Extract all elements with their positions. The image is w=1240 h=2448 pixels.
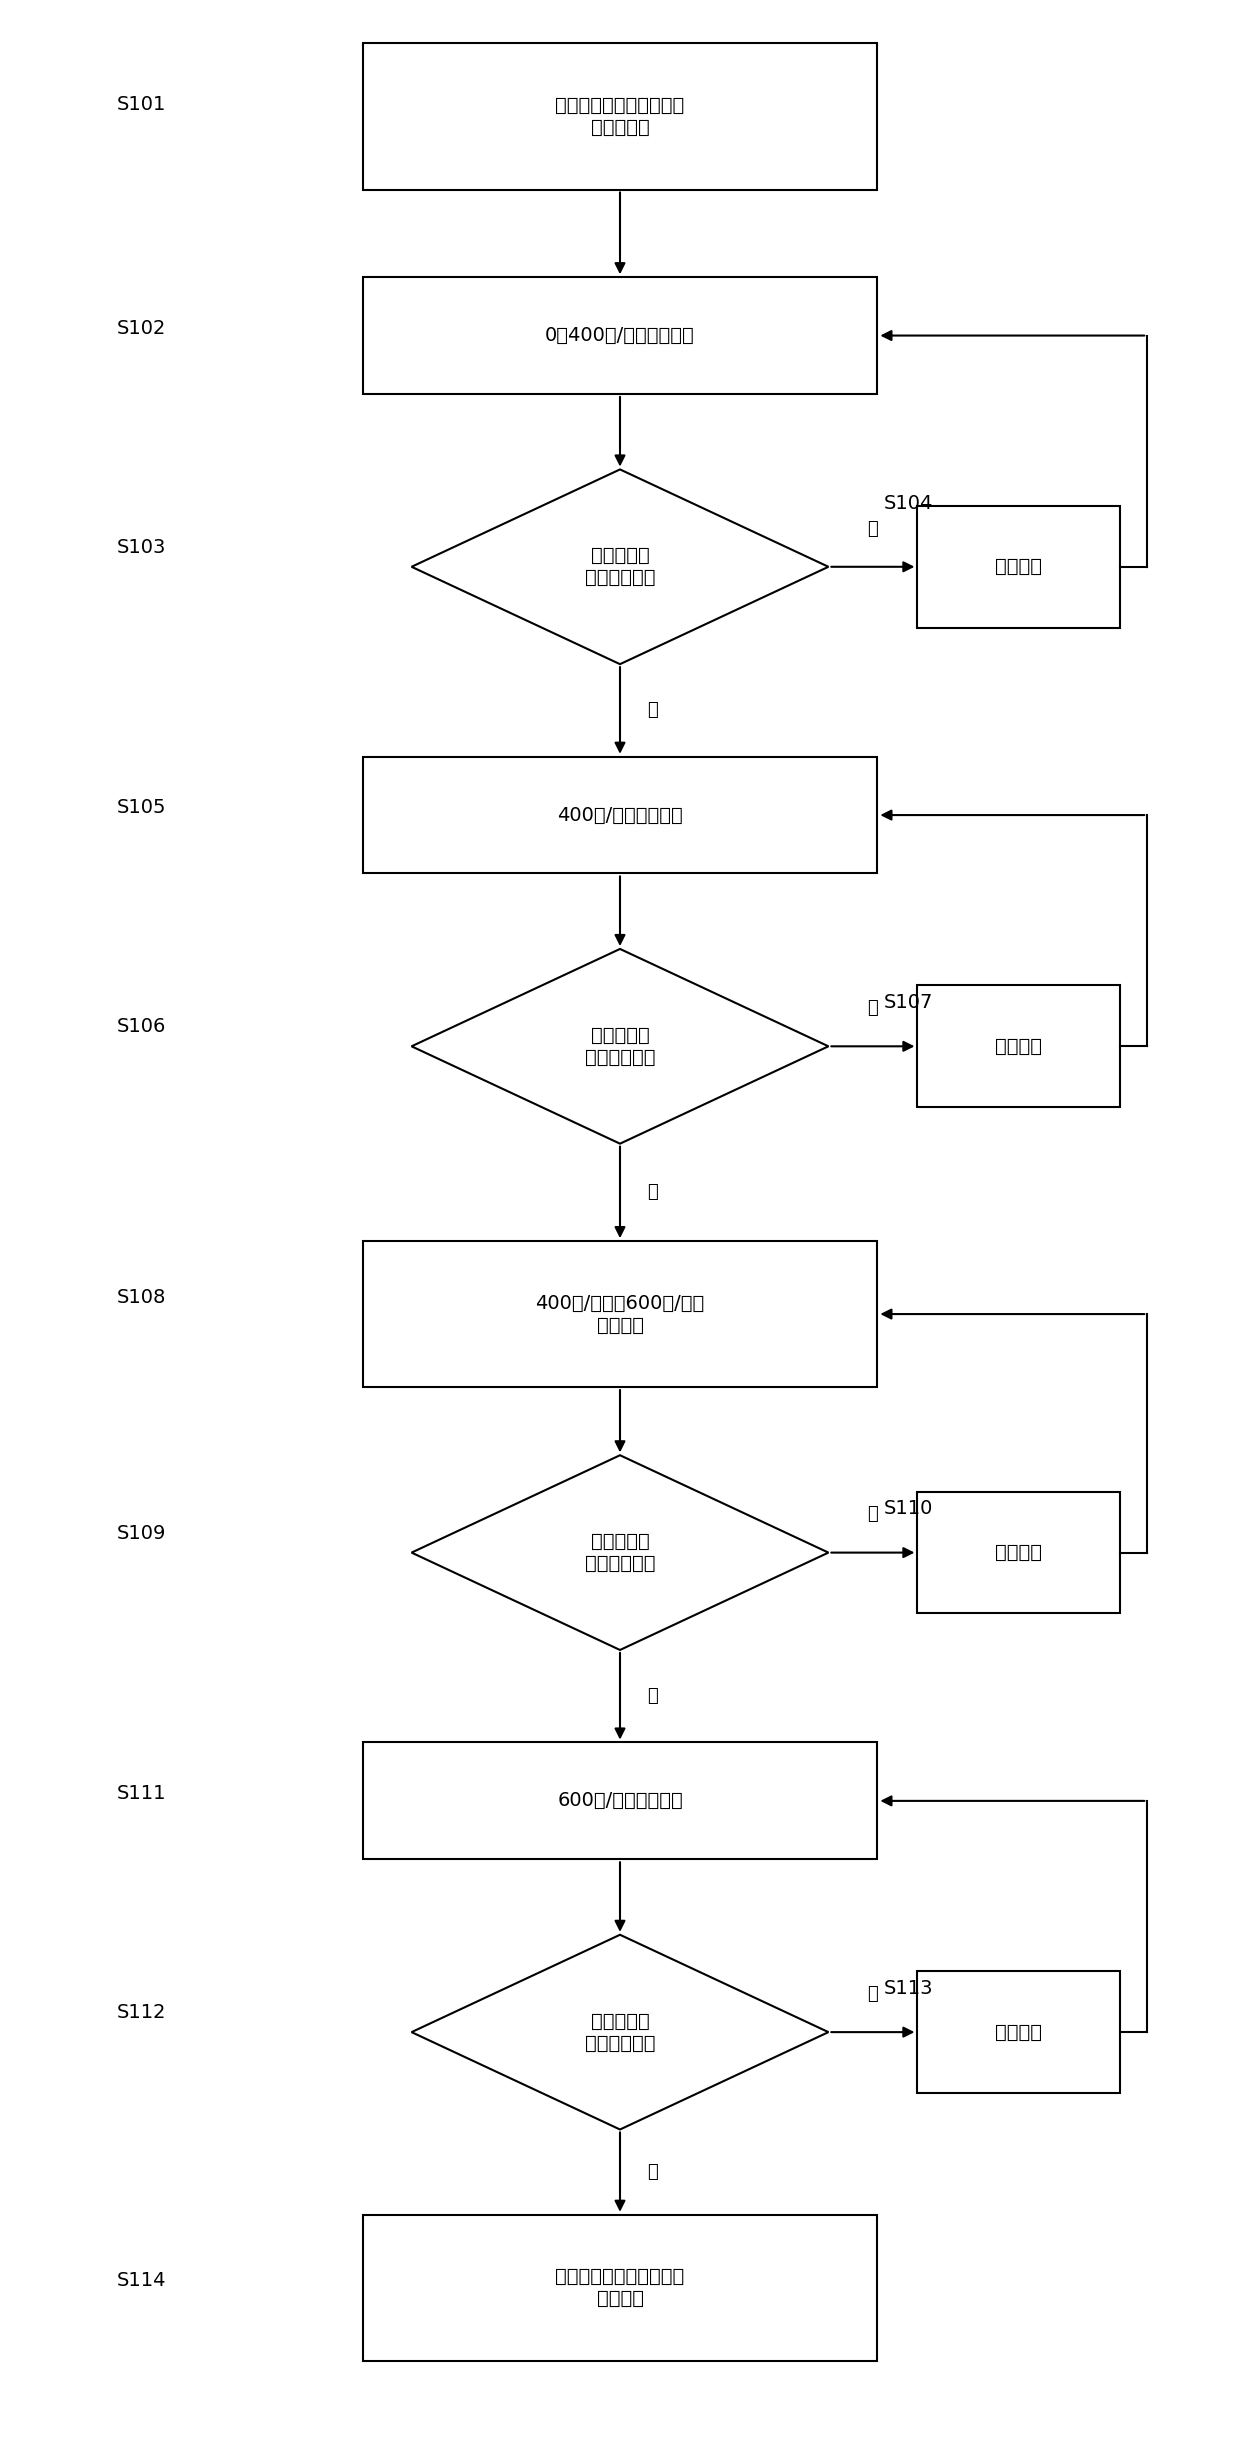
Text: 是: 是 xyxy=(868,519,878,539)
Text: S104: S104 xyxy=(883,494,932,514)
Text: S103: S103 xyxy=(117,539,166,556)
Bar xyxy=(918,507,1120,627)
Text: 转矩值大于
第四预设阈值: 转矩值大于 第四预设阈值 xyxy=(585,2012,655,2051)
Text: 否: 否 xyxy=(647,2164,657,2181)
Bar xyxy=(362,277,878,394)
Text: 转矩值大于
第一预设阈值: 转矩值大于 第一预设阈值 xyxy=(585,546,655,588)
Text: 转矩值大于
第二预设阈值: 转矩值大于 第二预设阈值 xyxy=(585,1026,655,1067)
Polygon shape xyxy=(412,950,828,1143)
Text: 消除泡沫: 消除泡沫 xyxy=(994,558,1042,575)
Bar xyxy=(362,1241,878,1388)
Text: 400转/分钟维持阶段: 400转/分钟维持阶段 xyxy=(557,805,683,825)
Polygon shape xyxy=(412,1934,828,2130)
Text: S108: S108 xyxy=(117,1288,166,1307)
Bar xyxy=(362,756,878,874)
Text: S109: S109 xyxy=(117,1523,166,1542)
Text: 实时检测洗衣机的脱水电
机的转矩值: 实时检测洗衣机的脱水电 机的转矩值 xyxy=(556,95,684,137)
Text: S102: S102 xyxy=(117,318,166,338)
Text: 消除泡沫: 消除泡沫 xyxy=(994,1038,1042,1055)
Text: S101: S101 xyxy=(117,95,166,113)
Bar xyxy=(362,44,878,188)
Bar xyxy=(362,1743,878,1860)
Text: 是: 是 xyxy=(868,999,878,1016)
Bar xyxy=(918,1971,1120,2093)
Text: 0至400转/分钟提升阶段: 0至400转/分钟提升阶段 xyxy=(546,326,694,345)
Bar xyxy=(362,2215,878,2360)
Polygon shape xyxy=(412,1454,828,1650)
Text: S105: S105 xyxy=(117,798,166,818)
Bar xyxy=(918,1491,1120,1613)
Text: 消除泡沫: 消除泡沫 xyxy=(994,2022,1042,2042)
Text: 消除泡沫: 消除泡沫 xyxy=(994,1542,1042,1562)
Text: S113: S113 xyxy=(883,1978,932,1998)
Text: 是: 是 xyxy=(868,1985,878,2002)
Text: 否: 否 xyxy=(647,703,657,720)
Text: 600转/分钟维持阶段: 600转/分钟维持阶段 xyxy=(557,1792,683,1812)
Text: S112: S112 xyxy=(117,2002,166,2022)
Text: 400转/分钟至600转/分钟
提升阶段: 400转/分钟至600转/分钟 提升阶段 xyxy=(536,1293,704,1334)
Text: S110: S110 xyxy=(883,1498,932,1518)
Text: 转矩值大于
第三预设阈值: 转矩值大于 第三预设阈值 xyxy=(585,1532,655,1574)
Text: S106: S106 xyxy=(117,1018,166,1036)
Text: 否: 否 xyxy=(647,1687,657,1706)
Bar xyxy=(918,987,1120,1106)
Text: S111: S111 xyxy=(117,1785,166,1804)
Text: 是: 是 xyxy=(868,1506,878,1523)
Text: 进入其他脱水阶段或结束
脱水程序: 进入其他脱水阶段或结束 脱水程序 xyxy=(556,2267,684,2308)
Polygon shape xyxy=(412,470,828,663)
Text: S107: S107 xyxy=(883,994,932,1011)
Text: 否: 否 xyxy=(647,1182,657,1202)
Text: S114: S114 xyxy=(117,2272,166,2289)
